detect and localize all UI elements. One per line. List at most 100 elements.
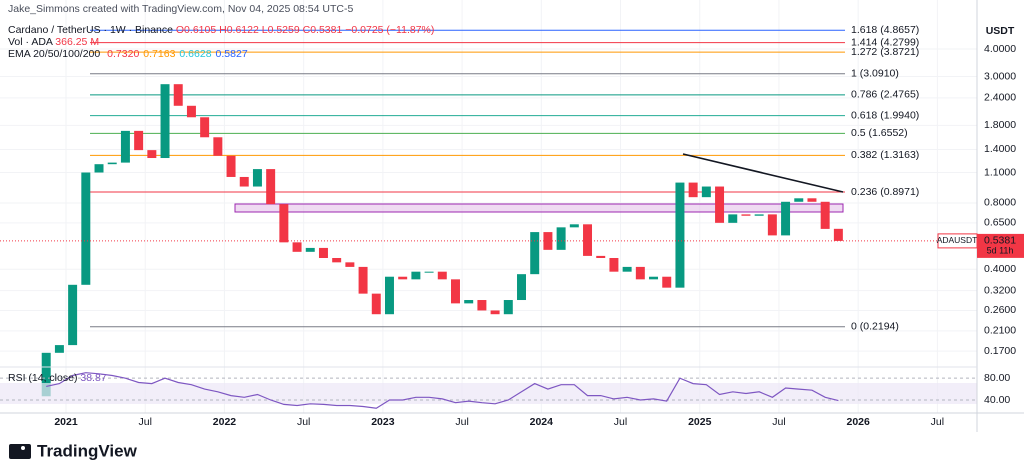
tag-symbol: ADAUSDT	[937, 235, 978, 245]
fib-label: 1 (3.0910)	[851, 67, 899, 79]
fib-label: 0 (0.2194)	[851, 320, 899, 332]
candle-body	[556, 227, 566, 250]
ohlc-change: −0.0725 (−11.87%)	[345, 24, 434, 36]
axis-unit: USDT	[986, 25, 1015, 37]
rsi-band	[0, 383, 977, 404]
candle-body	[54, 345, 64, 353]
ema-line: EMA 20/50/100/200 0.7320 0.7163 0.6628 0.58…	[8, 48, 248, 60]
fib-label: 0.618 (1.9940)	[851, 109, 919, 121]
candle-body	[120, 130, 130, 163]
candle-body	[332, 257, 342, 263]
y-tick-label: 3.0000	[984, 70, 1016, 82]
candle-body	[464, 300, 474, 304]
x-tick-label: 2021	[54, 416, 78, 428]
candle-body	[675, 182, 685, 288]
y-tick-label: 2.4000	[984, 92, 1016, 104]
candle-body	[569, 224, 579, 228]
ohlc-high: H0.6122	[219, 24, 259, 36]
fib-label: 0.236 (0.8971)	[851, 186, 919, 198]
y-tick-label: 1.8000	[984, 119, 1016, 131]
ema-label: EMA 20/50/100/200	[8, 48, 100, 60]
y-tick-label: 0.8000	[984, 197, 1016, 209]
brand-name: TradingView	[37, 441, 138, 460]
axes: 4.0000 3.0000 2.4000 1.8000 1.4000 1.1000 0.80…	[54, 43, 1016, 428]
symbol: Cardano / TetherUS · 1W · Binance	[8, 24, 173, 36]
x-tick-label: 2026	[846, 416, 870, 428]
fib-label: 1.618 (4.8657)	[851, 24, 919, 36]
y-tick-label: 0.6500	[984, 217, 1016, 229]
rsi-value: 38.87	[80, 372, 106, 384]
fib-label: 0.382 (1.3163)	[851, 149, 919, 161]
candle-body	[530, 232, 540, 275]
candle-body	[609, 257, 619, 272]
ema-value: 0.6628	[179, 48, 211, 60]
y-tick-label: 4.0000	[984, 43, 1016, 55]
candle-body	[701, 186, 711, 198]
candle-body	[451, 279, 460, 304]
volume-value: 366.25 M	[55, 36, 99, 48]
x-tick-label: Jul	[772, 416, 785, 428]
brand-logo-dot	[21, 446, 25, 450]
candle-body	[318, 247, 328, 258]
x-tick-label: 2023	[371, 416, 395, 428]
ohlc-open: O0.6105	[176, 24, 216, 36]
tag-countdown: 5d 11h	[987, 245, 1014, 255]
x-tick-label: 2022	[213, 416, 237, 428]
candle-body	[728, 214, 738, 223]
y-tick-label: 1.1000	[984, 166, 1016, 178]
resistance-zone	[234, 203, 844, 213]
trend-line	[682, 153, 844, 193]
brand: TradingView	[9, 441, 138, 460]
candle-body	[239, 176, 249, 187]
candle-body	[411, 271, 421, 280]
candle-body	[279, 204, 289, 243]
candle-body	[134, 130, 144, 151]
credit: Jake_Simmons created with TradingView.co…	[8, 3, 353, 15]
rsi-label: RSI (14, close)	[8, 372, 77, 384]
candle-body	[81, 172, 91, 285]
x-tick-label: Jul	[931, 416, 944, 428]
y-tick-label: 0.4000	[984, 263, 1016, 275]
rsi-tick-label: 40.00	[984, 394, 1010, 406]
candle-body	[94, 164, 104, 173]
candle-body	[583, 224, 593, 256]
tag-price: 0.5381	[984, 235, 1016, 247]
y-tick-label: 1.4000	[984, 143, 1016, 155]
y-tick-label: 0.3200	[984, 284, 1016, 296]
candle-body	[649, 276, 659, 280]
candle-body	[266, 169, 276, 205]
candle-body	[781, 201, 791, 236]
rsi-header: RSI (14, close) 38.87	[8, 372, 107, 384]
candle-body	[833, 228, 843, 241]
brand-logo	[9, 444, 31, 459]
candle-body	[200, 117, 210, 138]
candle-body	[160, 84, 170, 159]
candle-body	[384, 276, 394, 315]
candle-body	[371, 293, 381, 315]
candle-body	[398, 276, 408, 280]
candle-body	[252, 169, 262, 187]
candle-body	[794, 198, 804, 202]
candle-body	[503, 300, 513, 315]
candle-body	[68, 284, 78, 346]
candle-body	[543, 232, 553, 250]
fib-label: 1.414 (4.2799)	[851, 36, 919, 48]
candle-body	[741, 214, 751, 216]
candle-body	[596, 255, 606, 258]
y-tick-label: 0.2100	[984, 325, 1016, 337]
fib-label: 0.5 (1.6552)	[851, 127, 908, 139]
candles	[41, 84, 843, 397]
symbol-line: Cardano / TetherUS · 1W · Binance O0.610…	[8, 24, 434, 36]
x-tick-label: Jul	[614, 416, 627, 428]
fib-label: 0.786 (2.4765)	[851, 89, 919, 101]
y-tick-label: 0.2600	[984, 304, 1016, 316]
candle-body	[173, 84, 183, 106]
volume-line: Vol · ADA 366.25 M	[8, 36, 99, 48]
candle-body	[754, 214, 764, 216]
candle-body	[305, 247, 315, 252]
rsi-line	[46, 372, 839, 409]
ema-value: 0.7320	[107, 48, 139, 60]
candle-body	[147, 150, 157, 159]
x-tick-label: 2025	[688, 416, 712, 428]
x-tick-label: 2024	[530, 416, 554, 428]
